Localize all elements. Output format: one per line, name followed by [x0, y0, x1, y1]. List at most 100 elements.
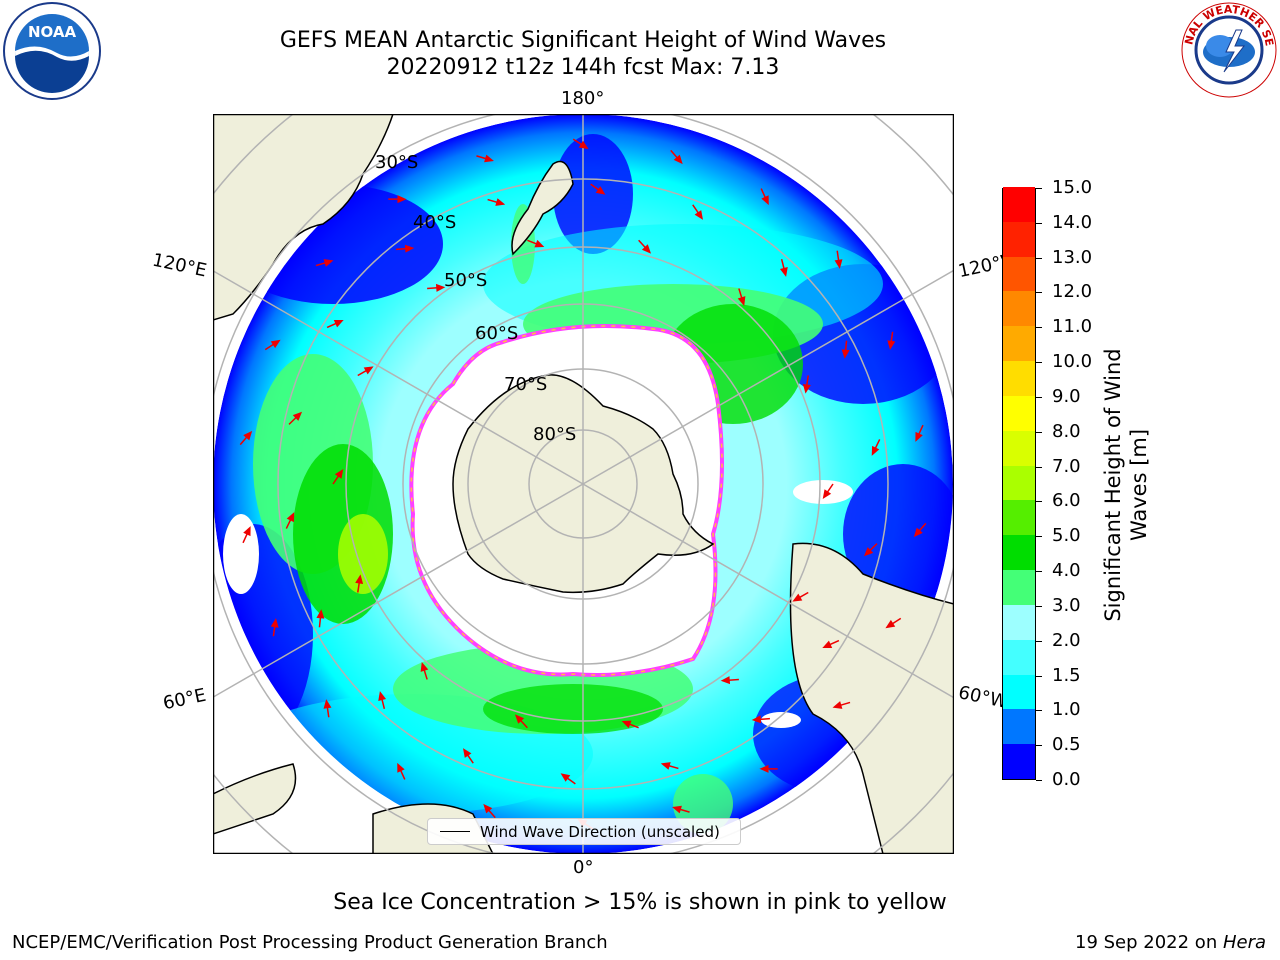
- colorbar-tick-label: 1.0: [1052, 699, 1081, 721]
- colorbar-tick: [1036, 605, 1042, 607]
- wave-arrow-head: [720, 676, 731, 685]
- wave-arrow-head: [404, 244, 415, 253]
- colorbar-tick: [1036, 745, 1042, 747]
- wave-arrow-head: [292, 411, 303, 421]
- lat-label-70s: 70°S: [504, 374, 548, 395]
- nws-logo: NATIONAL WEATHER SERVICE: [1178, 0, 1277, 98]
- wave-arrow-head: [286, 512, 295, 523]
- colorbar-segment: [1003, 499, 1035, 536]
- wave-arrow-head: [270, 339, 281, 349]
- wave-arrow-head: [420, 662, 429, 672]
- wave-arrow-head: [243, 526, 251, 537]
- colorbar-tick-label: 4.0: [1052, 560, 1081, 582]
- wave-arrow-head: [595, 186, 606, 195]
- svg-text:NOAA: NOAA: [28, 23, 77, 41]
- wave-arrow-head: [323, 699, 332, 709]
- wave-arrow-head: [887, 340, 896, 350]
- lon-label-60e: 60°E: [161, 684, 208, 715]
- colorbar-segment: [1003, 221, 1035, 257]
- wave-arrow-head: [802, 383, 811, 394]
- map-border: [213, 114, 954, 854]
- wave-arrow-head: [621, 720, 632, 729]
- colorbar-segment: [1003, 256, 1035, 292]
- colorbar-segment: [1003, 639, 1035, 675]
- colorbar-tick: [1036, 571, 1042, 573]
- wave-arrow-head: [871, 445, 880, 456]
- chart-subtitle: 20220912 t12z 144h fcst Max: 7.13: [386, 55, 780, 80]
- colorbar-segment: [1003, 743, 1035, 779]
- colorbar-tick-label: 11.0: [1052, 316, 1093, 338]
- colorbar-tick: [1036, 327, 1042, 329]
- wave-arrow-head: [672, 805, 682, 814]
- colorbar-tick: [1036, 536, 1042, 538]
- wave-arrow-head: [270, 618, 279, 628]
- south-america: [789, 542, 954, 854]
- colorbar-tick: [1036, 675, 1042, 677]
- colorbar-tick-label: 1.5: [1052, 664, 1081, 686]
- wave-arrow-head: [913, 527, 923, 538]
- wave-arrow-head: [660, 762, 671, 770]
- colorbar-segment: [1003, 290, 1035, 327]
- colorbar-tick: [1036, 710, 1042, 712]
- colorbar-tick-label: 13.0: [1052, 246, 1093, 268]
- noaa-logo: NOAA: [3, 2, 101, 100]
- wave-arrow-head: [841, 349, 850, 359]
- map-legend: Wind Wave Direction (unscaled): [427, 818, 741, 845]
- wave-arrow-head: [495, 198, 506, 206]
- wave-arrow-head: [397, 195, 407, 204]
- colorbar-tick: [1036, 222, 1042, 224]
- footer-date: 19 Sep 2022 on Hera: [1075, 932, 1266, 953]
- colorbar-tick: [1036, 257, 1042, 259]
- wave-arrow-head: [435, 283, 446, 292]
- colorbar-segment: [1003, 465, 1035, 501]
- colorbar-segment: [1003, 430, 1035, 466]
- wave-arrow-head: [822, 489, 832, 500]
- colorbar-tick-label: 5.0: [1052, 525, 1081, 547]
- colorbar-tick: [1036, 466, 1042, 468]
- wave-arrow-head: [578, 140, 589, 150]
- colorbar-tick-label: 7.0: [1052, 455, 1081, 477]
- colorbar-tick-label: 10.0: [1052, 351, 1093, 373]
- wave-arrow-head: [885, 619, 896, 629]
- colorbar-tick: [1036, 431, 1042, 433]
- lon-label-180: 180°: [561, 88, 605, 109]
- colorbar-tick-label: 8.0: [1052, 420, 1081, 442]
- wave-arrow-head: [534, 239, 545, 248]
- polar-map: [213, 114, 954, 854]
- colorbar-segment: [1003, 360, 1035, 396]
- wave-arrow-head: [483, 803, 493, 814]
- wave-arrow-head: [514, 714, 525, 724]
- colorbar-tick-label: 3.0: [1052, 594, 1081, 616]
- colorbar-segment: [1003, 325, 1035, 362]
- colorbar-segment: [1003, 708, 1035, 745]
- wave-arrow-head: [641, 244, 652, 254]
- wave-arrow-head: [863, 547, 874, 557]
- colorbar-tick-label: 9.0: [1052, 385, 1081, 407]
- wave-arrow-head: [694, 210, 703, 220]
- wave-arrow-head: [316, 609, 325, 619]
- wave-arrow-head: [560, 773, 571, 782]
- colorbar-segment: [1003, 569, 1035, 605]
- wave-arrow-head: [397, 762, 405, 773]
- madagascar: [213, 763, 297, 835]
- lat-label-60s: 60°S: [475, 323, 519, 344]
- colorbar-tick: [1036, 501, 1042, 503]
- wave-arrow-head: [822, 640, 833, 649]
- colorbar: [1002, 186, 1036, 780]
- wave-arrow-head: [334, 468, 344, 479]
- wave-arrow-head: [832, 701, 843, 709]
- sea-ice-footnote: Sea Ice Concentration > 15% is shown in …: [333, 890, 947, 915]
- wave-arrow-head: [463, 748, 472, 758]
- wave-arrow-head: [779, 267, 788, 277]
- lat-label-80s: 80°S: [533, 424, 577, 445]
- chart-title: GEFS MEAN Antarctic Significant Height o…: [279, 28, 887, 53]
- footer-credit: NCEP/EMC/Verification Post Processing Pr…: [12, 932, 608, 953]
- colorbar-segment: [1003, 674, 1035, 710]
- wave-arrow-head: [915, 431, 923, 442]
- lon-label-0: 0°: [573, 857, 594, 878]
- colorbar-segment: [1003, 534, 1035, 571]
- wave-arrow-head: [363, 366, 374, 375]
- colorbar-label: Significant Height of Wind Waves [m]: [1101, 348, 1151, 622]
- wave-arrow-head: [737, 296, 746, 306]
- wind-wave-arrows: [239, 138, 927, 830]
